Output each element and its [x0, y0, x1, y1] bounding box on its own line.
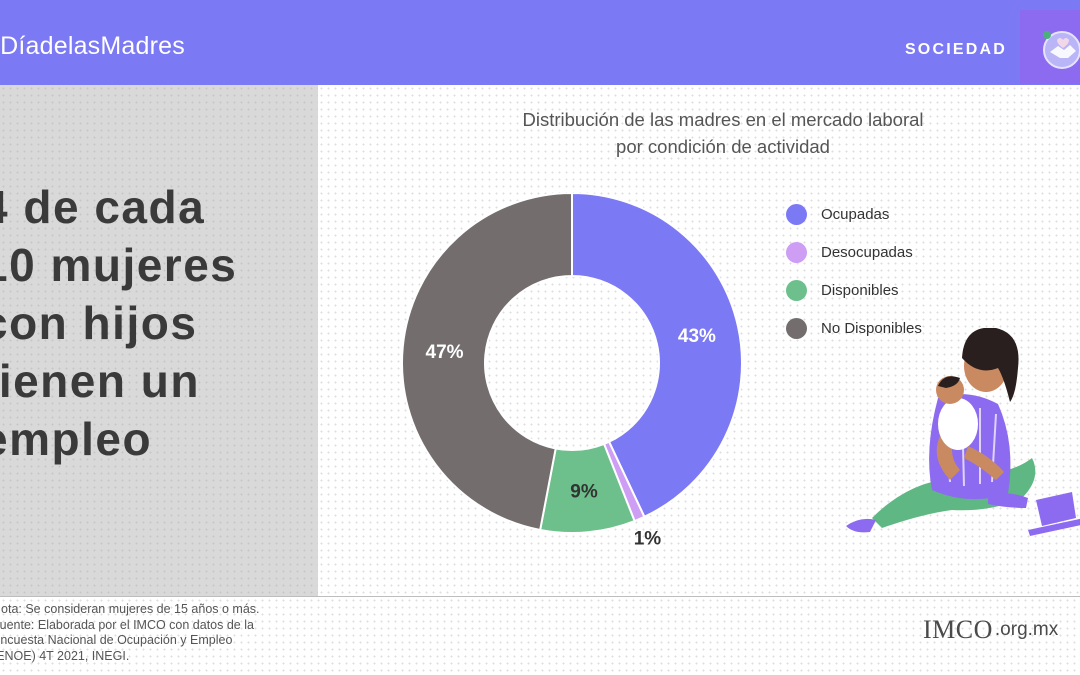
chart-legend: Ocupadas Desocupadas Disponibles No Disponi… — [786, 195, 922, 347]
donut-slice-ocupadas — [571, 193, 743, 519]
legend-item: Desocupadas — [786, 233, 922, 271]
handshake-heart-icon — [1043, 31, 1080, 69]
logo-domain: .org.mx — [994, 619, 1059, 640]
category-label: SOCIEDAD — [904, 41, 1007, 58]
logo-wordmark: IMCO — [923, 615, 993, 644]
chart-title: Distribución de las madres en el mercado… — [522, 109, 924, 157]
data-label-ocupadas: 43% — [678, 326, 716, 347]
headline-panel — [0, 85, 318, 597]
category-badge — [1020, 10, 1080, 84]
source-footnote: Nota: Se consideran mujeres de 15 años o… — [0, 602, 260, 663]
data-label-no-disponibles: 47% — [426, 342, 464, 363]
legend-swatch — [786, 203, 807, 225]
data-label-desocupadas: 1% — [634, 528, 662, 549]
imco-logo: IMCO .org.mx — [923, 610, 1080, 650]
data-label-disponibles: 9% — [570, 481, 598, 502]
donut-chart: 43% 1% 9% 47% — [400, 193, 743, 549]
legend-label: No Disponibles — [821, 319, 922, 337]
legend-swatch — [786, 241, 807, 263]
footer-divider — [0, 596, 1080, 597]
headline: 4 de cada 10 mujeres con hijos tienen un… — [0, 181, 238, 465]
legend-swatch — [786, 317, 807, 339]
legend-label: Ocupadas — [821, 205, 890, 223]
donut-slice-no-disponibles — [400, 193, 573, 532]
legend-label: Disponibles — [821, 281, 899, 299]
legend-item: Ocupadas — [786, 195, 922, 233]
mother-with-baby-and-laptop-illustration — [846, 328, 1080, 536]
legend-item: No Disponibles — [786, 309, 922, 347]
legend-item: Disponibles — [786, 271, 922, 309]
hashtag-title: #DíadelasMadres — [0, 32, 185, 60]
footer-panel — [0, 597, 1080, 675]
legend-swatch — [786, 279, 807, 301]
legend-label: Desocupadas — [821, 243, 913, 261]
header-bar: #DíadelasMadres SOCIEDAD — [0, 0, 1080, 85]
